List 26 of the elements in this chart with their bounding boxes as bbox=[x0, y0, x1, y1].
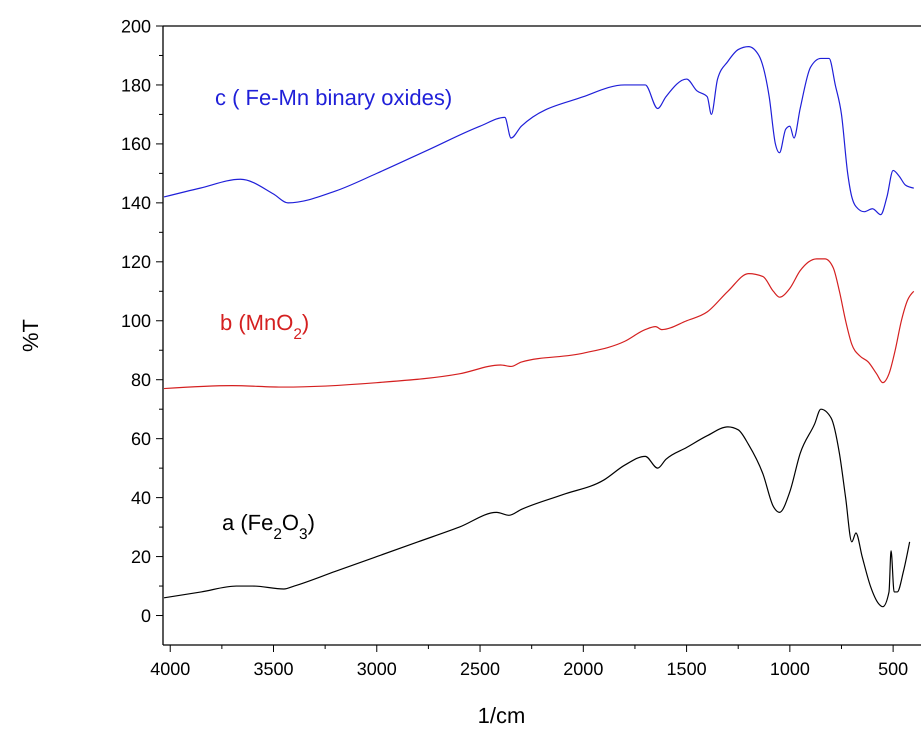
x-tick-label: 4000 bbox=[150, 659, 190, 679]
line-series bbox=[163, 46, 914, 216]
y-tick-label: 60 bbox=[130, 428, 151, 449]
x-tick-label: 3000 bbox=[356, 659, 397, 679]
line-series bbox=[163, 258, 914, 390]
y-tick-label: 40 bbox=[130, 488, 151, 508]
x-tick-label: 2000 bbox=[563, 659, 604, 679]
x-tick-label: 2500 bbox=[460, 659, 500, 679]
x-tick-label: 500 bbox=[878, 659, 908, 679]
y-axis-title: %T bbox=[18, 319, 43, 352]
x-tick-label: 1000 bbox=[770, 659, 810, 679]
x-tick-label: 1500 bbox=[666, 659, 707, 679]
y-tick-label: 20 bbox=[130, 546, 151, 567]
y-tick-label: 160 bbox=[120, 134, 151, 154]
y-tick-label: 200 bbox=[120, 16, 151, 36]
series-label: c ( Fe-Mn binary oxides) bbox=[215, 85, 452, 110]
y-tick-label: 180 bbox=[120, 75, 151, 96]
y-tick-label: 120 bbox=[120, 252, 151, 272]
series-label: b (MnO$_{2}$) bbox=[220, 310, 310, 342]
y-tick-label: 80 bbox=[130, 370, 151, 390]
x-axis-title: 1/cm bbox=[478, 703, 526, 728]
y-tick-label: 140 bbox=[120, 193, 151, 214]
series-label: a (Fe$_{2}$O$_{3}$) bbox=[222, 510, 315, 542]
x-tick-label: 3500 bbox=[253, 659, 294, 679]
y-tick-label: 100 bbox=[120, 311, 151, 332]
y-tick-label: 0 bbox=[140, 606, 151, 626]
